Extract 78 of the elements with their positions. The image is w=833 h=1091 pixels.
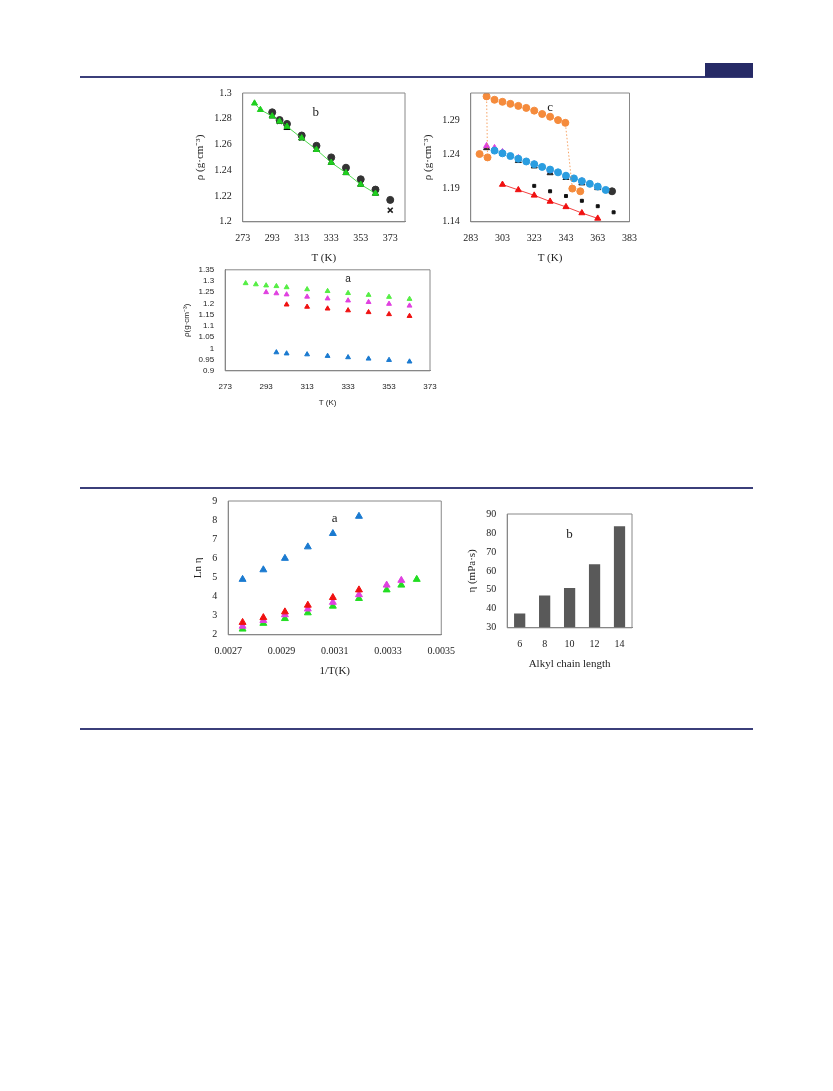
y-tick-label: 40 bbox=[486, 602, 497, 614]
y-tick-label: 1.19 bbox=[442, 181, 460, 193]
x-tick-label: 12 bbox=[589, 638, 600, 650]
y-tick-label: 1.28 bbox=[214, 112, 232, 124]
y-tick-label: 1.2 bbox=[219, 215, 232, 227]
x-axis-title: Alkyl chain length bbox=[528, 657, 612, 670]
y-tick-label: 2 bbox=[212, 628, 218, 640]
x-tick-label: 313 bbox=[294, 232, 310, 244]
x-tick-label: 273 bbox=[218, 381, 233, 391]
x-tick-label: 373 bbox=[382, 232, 398, 244]
x-tick-label: 293 bbox=[264, 232, 280, 244]
x-tick-label: 6 bbox=[517, 638, 523, 650]
x-axis-title: T (K) bbox=[311, 251, 337, 265]
annotation: b bbox=[566, 525, 573, 541]
y-tick-label: 30 bbox=[486, 621, 497, 633]
x-tick-label: 0.0033 bbox=[374, 645, 402, 657]
x-tick-label: 293 bbox=[259, 381, 274, 391]
x-tick-label: 0.0027 bbox=[214, 645, 242, 657]
y-tick-label: 4 bbox=[212, 590, 218, 602]
y-tick-label: 1.25 bbox=[198, 287, 215, 297]
annotation: c bbox=[547, 98, 554, 114]
x-tick-label: 0.0035 bbox=[427, 645, 455, 657]
y-tick-label: 1.1 bbox=[203, 321, 215, 331]
annotation: a bbox=[345, 272, 352, 284]
y-tick-label: 0.95 bbox=[198, 354, 215, 364]
x-tick-label: 343 bbox=[558, 232, 574, 244]
y-axis-title: η (mPa·s) bbox=[465, 548, 479, 593]
y-tick-label: 1.26 bbox=[214, 138, 232, 150]
y-axis-title: Ln η bbox=[191, 557, 204, 579]
y-tick-label: 70 bbox=[486, 545, 497, 557]
y-tick-label: 1.14 bbox=[442, 215, 460, 227]
y-axis-title: ρ(g·cm⁻³) bbox=[182, 303, 191, 337]
x-tick-label: 353 bbox=[382, 381, 397, 391]
x-axis-title: 1/T(K) bbox=[319, 664, 351, 678]
y-tick-label: 1.15 bbox=[198, 309, 215, 319]
y-tick-label: 1.35 bbox=[198, 265, 215, 274]
y-tick-label: 1.3 bbox=[203, 276, 215, 286]
x-tick-label: 333 bbox=[323, 232, 339, 244]
x-tick-label: 0.0031 bbox=[320, 645, 349, 657]
x-tick-label: 303 bbox=[494, 232, 510, 244]
x-tick-label: 273 bbox=[235, 232, 251, 244]
x-tick-label: 333 bbox=[341, 381, 356, 391]
y-tick-label: 1.22 bbox=[214, 189, 232, 201]
x-tick-label: 0.0029 bbox=[267, 645, 296, 657]
y-tick-label: 90 bbox=[486, 507, 497, 519]
y-axis-title: ρ (g·cm⁻³) bbox=[421, 134, 435, 181]
y-tick-label: 60 bbox=[486, 564, 497, 576]
x-tick-label: 10 bbox=[564, 638, 575, 650]
x-axis-title: T (K) bbox=[318, 398, 337, 408]
y-tick-label: 5 bbox=[212, 571, 218, 583]
y-tick-label: 6 bbox=[212, 551, 218, 563]
x-tick-label: 363 bbox=[590, 232, 606, 244]
y-tick-label: 9 bbox=[212, 494, 218, 506]
y-tick-label: 1.24 bbox=[442, 147, 460, 159]
y-tick-label: 1.05 bbox=[198, 332, 215, 342]
x-tick-label: 323 bbox=[526, 232, 542, 244]
y-tick-label: 80 bbox=[486, 526, 497, 538]
x-tick-label: 283 bbox=[463, 232, 479, 244]
y-axis-title: ρ (g·cm⁻³) bbox=[193, 134, 207, 181]
annotation: b bbox=[312, 103, 319, 119]
x-tick-label: 353 bbox=[353, 232, 369, 244]
y-tick-label: 1.3 bbox=[219, 86, 232, 98]
y-tick-label: 1 bbox=[209, 343, 215, 353]
y-tick-label: 8 bbox=[212, 513, 218, 525]
x-tick-label: 313 bbox=[300, 381, 315, 391]
y-tick-label: 7 bbox=[212, 532, 218, 544]
y-tick-label: 50 bbox=[486, 583, 497, 595]
y-tick-label: 3 bbox=[212, 609, 218, 621]
x-tick-label: 373 bbox=[423, 381, 438, 391]
x-tick-label: 8 bbox=[542, 638, 548, 650]
x-axis-title: T (K) bbox=[537, 251, 563, 265]
annotation: a bbox=[331, 509, 338, 525]
x-tick-label: 383 bbox=[622, 232, 637, 244]
x-tick-label: 14 bbox=[614, 638, 625, 650]
y-tick-label: 0.9 bbox=[203, 366, 215, 375]
y-tick-label: 1.24 bbox=[214, 163, 232, 175]
y-tick-label: 1.2 bbox=[203, 298, 215, 308]
y-tick-label: 1.29 bbox=[442, 113, 460, 125]
